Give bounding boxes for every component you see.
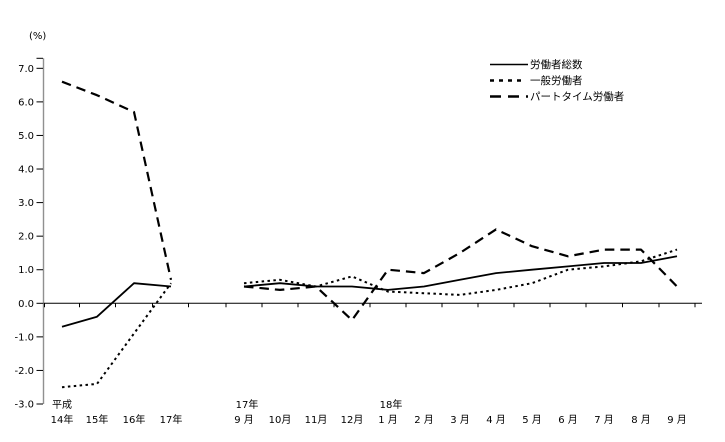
series-monthly-dashed — [243, 228, 678, 322]
x-tick-label-month: 4 月 — [486, 414, 506, 426]
y-tick-label: -2.0 — [14, 366, 34, 377]
x-year-marker: 17年 — [236, 398, 259, 411]
x-tick-label-year: 14年 — [51, 413, 74, 426]
legend-label-general: 一般労働者 — [530, 74, 583, 87]
x-tick-label-month: 8 月 — [631, 414, 651, 426]
legend-label-total: 労働者総数 — [530, 58, 583, 71]
y-axis-unit-label: (%) — [29, 31, 47, 42]
x-tick-label-year: 15年 — [86, 413, 109, 426]
x-tick-label-month: 2 月 — [414, 414, 434, 426]
y-tick-label: -1.0 — [14, 332, 34, 343]
x-tick-label-month: 5 月 — [522, 414, 542, 426]
y-tick-label: -3.0 — [14, 400, 34, 411]
series-monthly-dotted — [243, 248, 678, 296]
era-label: 平成 — [52, 399, 72, 411]
x-tick-label-month: 9 月 — [667, 414, 687, 426]
legend-dotted-line-icon — [490, 78, 526, 82]
series-annual-dotted — [61, 282, 172, 389]
y-tick-label: 3.0 — [18, 198, 34, 209]
x-tick-label-month: 12月 — [341, 414, 364, 426]
legend-solid-line-icon — [490, 63, 528, 65]
x-tick-label-year: 17年 — [160, 413, 183, 426]
y-tick-label: 2.0 — [18, 232, 34, 243]
legend-item-parttime: パートタイム労働者 — [489, 88, 624, 104]
y-tick-label: 5.0 — [18, 131, 34, 142]
y-tick-label: 0.0 — [18, 299, 34, 310]
x-tick-label-year: 16年 — [123, 413, 146, 426]
y-tick-label: 6.0 — [18, 97, 34, 108]
x-tick-label-month: 9 月 — [234, 414, 254, 426]
y-tick-label: 7.0 — [18, 64, 34, 75]
legend-item-ippan: 一般労働者 — [489, 72, 624, 88]
legend-dashed-line-icon — [490, 94, 528, 98]
legend-item-soukei: 労働者総数 — [489, 56, 624, 72]
x-tick-label-month: 3 月 — [450, 414, 470, 426]
y-tick-label: 1.0 — [18, 265, 34, 276]
series-annual-dashed — [61, 80, 173, 281]
chart-legend: 労働者総数 一般労働者 パートタイム労働者 — [489, 56, 624, 104]
y-tick-label: 4.0 — [18, 165, 34, 176]
x-tick-label-month: 11月 — [305, 414, 328, 426]
x-tick-label-month: 6 月 — [558, 414, 578, 426]
x-year-marker: 18年 — [380, 398, 403, 411]
x-tick-label-month: 7 月 — [594, 414, 614, 426]
legend-label-parttime: パートタイム労働者 — [530, 90, 625, 103]
x-tick-label-month: 1 月 — [378, 414, 398, 426]
x-tick-label-month: 10月 — [269, 414, 292, 426]
series-annual-solid — [61, 282, 172, 328]
